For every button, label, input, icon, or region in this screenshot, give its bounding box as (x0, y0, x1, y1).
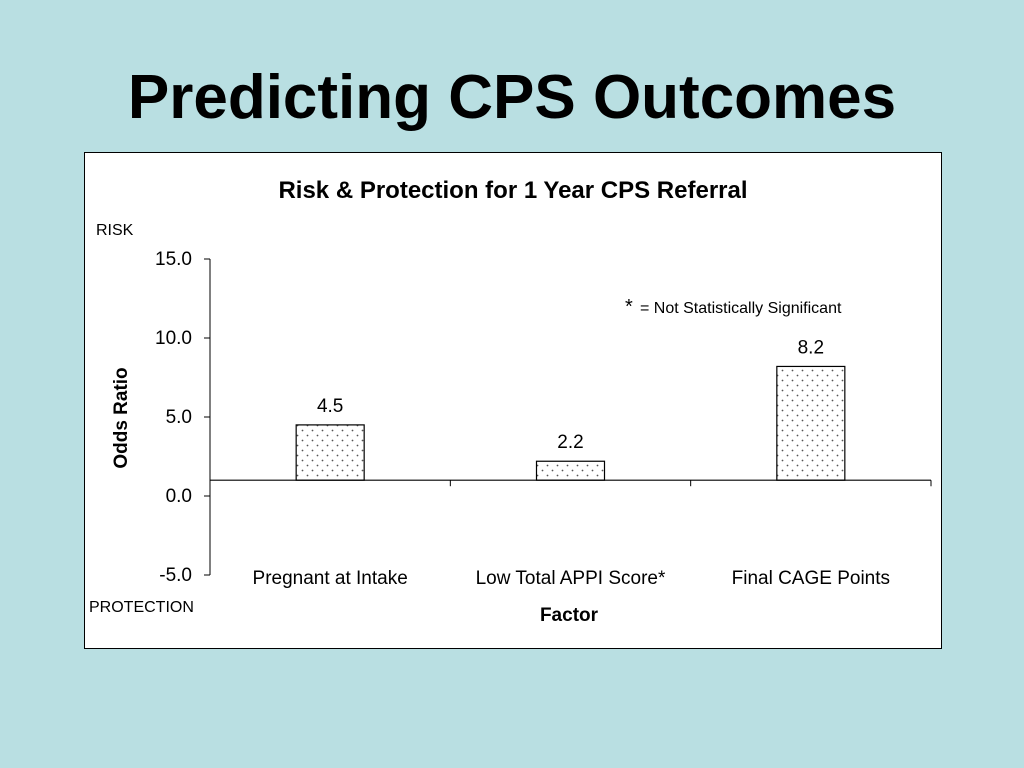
protection-label: PROTECTION (89, 599, 194, 616)
y-tick-label: -5.0 (159, 565, 192, 586)
bars: 4.5 2.2 8.2 (295, 337, 846, 481)
bar-data-label: 2.2 (557, 432, 583, 453)
y-axis-label: Odds Ratio (111, 367, 132, 468)
x-tick-label: Low Total APPI Score* (476, 568, 666, 589)
chart-container: Risk & Protection for 1 Year CPS Referra… (84, 152, 942, 649)
bar (535, 460, 606, 481)
odds-ratio-bar-chart: Risk & Protection for 1 Year CPS Referra… (89, 177, 932, 626)
x-tick-label: Final CAGE Points (732, 568, 890, 589)
footnote-symbol: * (625, 296, 633, 318)
chart-title: Risk & Protection for 1 Year CPS Referra… (278, 177, 747, 204)
y-tick-label: 5.0 (166, 407, 192, 428)
risk-label: RISK (96, 222, 134, 239)
x-tick-label: Pregnant at Intake (253, 568, 408, 589)
y-tick-label: 0.0 (166, 486, 192, 507)
slide-title: Predicting CPS Outcomes (127, 63, 897, 132)
bar (776, 365, 846, 481)
bar (295, 424, 365, 481)
y-tick-label: 15.0 (155, 249, 192, 270)
y-tick-label: 10.0 (155, 328, 192, 349)
x-axis-label: Factor (540, 605, 599, 626)
bar-data-label: 4.5 (317, 396, 343, 417)
bar-data-label: 8.2 (798, 337, 824, 358)
x-axis: Pregnant at Intake Low Total APPI Score* F… (210, 479, 932, 589)
y-axis: 15.0 10.0 5.0 0.0 -5.0 (155, 249, 211, 586)
footnote-text: = Not Statistically Significant (640, 300, 842, 317)
